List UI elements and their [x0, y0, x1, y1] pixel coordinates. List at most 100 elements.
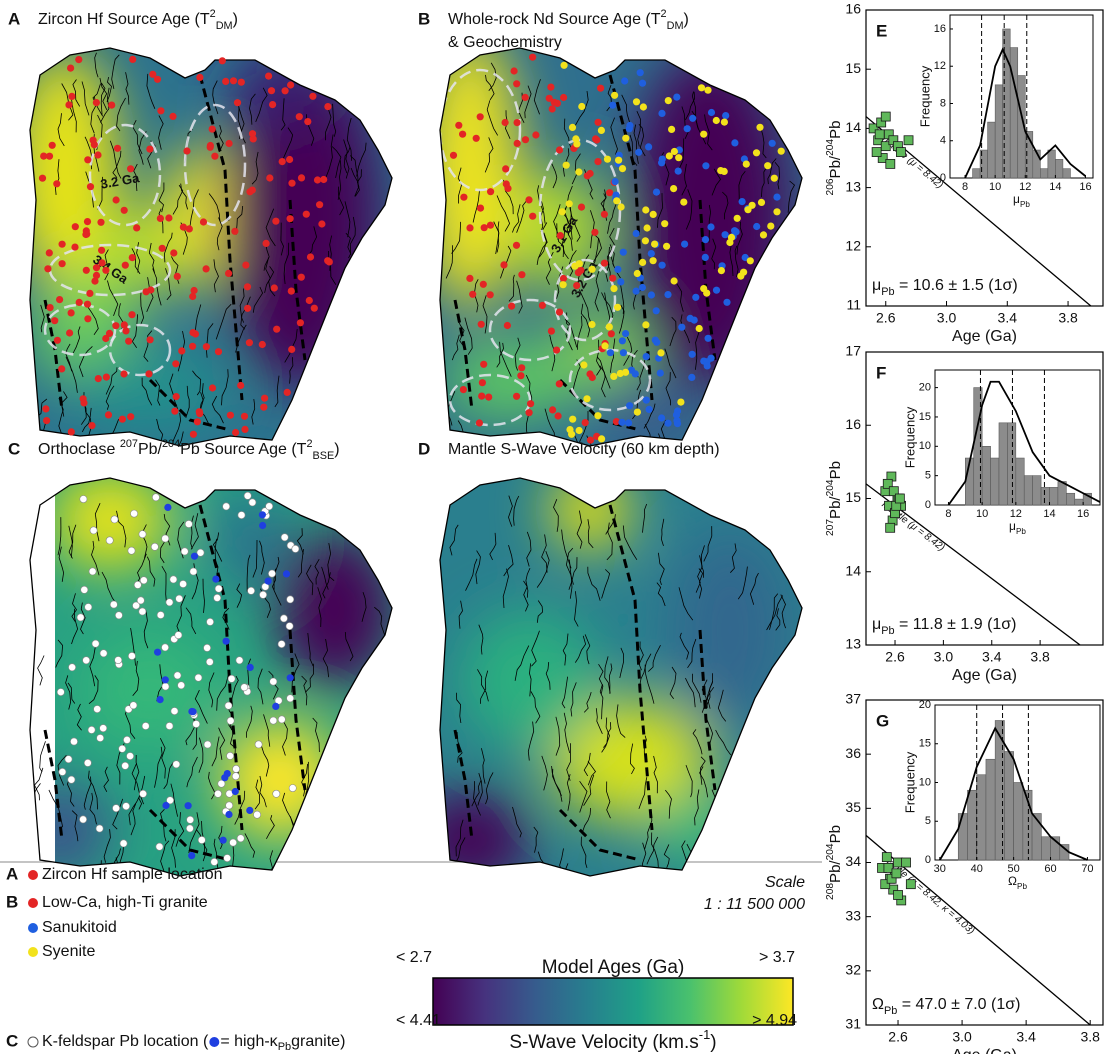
y-tick-label: 13: [845, 636, 861, 652]
fault-line: [458, 600, 463, 629]
fault-line: [685, 764, 693, 798]
sample-dot: [302, 210, 310, 218]
fault-line: [138, 775, 146, 810]
fault-line: [544, 408, 555, 439]
sample-dot: [156, 214, 164, 222]
map-blob: [650, 790, 750, 870]
fault-line: [579, 780, 588, 813]
fault-line: [559, 848, 569, 876]
sample-dot: [196, 548, 205, 557]
colorbar-label: > 4.94: [752, 1012, 797, 1029]
sample-dot: [658, 155, 666, 163]
sample-dot: [565, 200, 573, 208]
fault-line: [208, 672, 215, 708]
fault-line: [266, 814, 275, 839]
sample-dot: [647, 250, 655, 258]
sample-dot: [171, 407, 179, 415]
colorbar-label: < 4.41: [396, 1012, 441, 1029]
sample-dot: [67, 775, 76, 784]
sample-dot: [237, 511, 246, 519]
y-tick-label: 33: [845, 907, 861, 923]
sample-dot: [607, 330, 615, 338]
histogram-bar: [1007, 422, 1017, 506]
histogram-bar: [1032, 149, 1041, 179]
fault-line: [698, 568, 704, 599]
fault-line: [657, 193, 664, 228]
fault-line: [199, 383, 205, 412]
sample-dot: [756, 123, 764, 131]
sample-dot: [146, 336, 154, 344]
data-point: [877, 153, 888, 163]
text-part: 204: [825, 139, 836, 156]
age-contour: [488, 298, 572, 362]
sample-dot: [764, 162, 772, 170]
sample-dot: [64, 755, 73, 764]
sample-dot: [683, 125, 691, 133]
fault-line: [246, 705, 253, 738]
data-point: [882, 478, 893, 489]
fault-line: [551, 163, 558, 189]
fault-line: [475, 550, 481, 585]
sample-dot: [288, 784, 297, 792]
fault-line: [465, 558, 478, 591]
fault-line: [606, 522, 613, 561]
sample-dot: [459, 386, 467, 394]
data-point: [868, 123, 879, 134]
fault-line: [485, 772, 494, 805]
sample-dot: [287, 287, 295, 295]
sample-dot: [560, 61, 568, 69]
fault-line: [620, 283, 625, 314]
sample-dot: [75, 298, 83, 306]
sample-dot: [742, 160, 750, 168]
sample-dot: [609, 274, 617, 282]
fault-line: [679, 632, 690, 660]
fault-line: [212, 532, 223, 562]
fault-line: [218, 727, 226, 760]
sample-dot: [768, 139, 776, 147]
sample-dot: [172, 360, 180, 368]
sample-dot: [53, 336, 62, 344]
fault-line: [111, 54, 120, 89]
legend-key: A: [6, 864, 18, 883]
sample-dot: [38, 174, 47, 182]
sample-dot: [632, 98, 641, 106]
fault-line: [580, 836, 588, 869]
fault-line: [681, 106, 690, 139]
fault-line: [583, 691, 592, 713]
sample-dot: [555, 146, 564, 154]
sample-dot: [118, 744, 127, 753]
histogram-bar: [1023, 475, 1033, 506]
sample-dot: [120, 321, 128, 329]
fault-line: [761, 166, 768, 198]
fault-line: [590, 238, 599, 270]
sample-dot: [205, 657, 214, 666]
histogram-bar: [1074, 498, 1084, 506]
inset-y-tick-label: 5: [925, 815, 931, 827]
sample-dot: [665, 152, 673, 160]
fault-line: [477, 669, 489, 702]
sample-dot: [161, 682, 170, 691]
sample-dot: [105, 329, 114, 337]
sample-dot: [689, 114, 697, 122]
sample-dot: [500, 261, 508, 269]
sample-dot: [240, 412, 249, 420]
legend-marker: [28, 947, 38, 957]
y-tick-label: 37: [845, 691, 861, 707]
sample-dot: [752, 149, 761, 157]
colorbar: [432, 977, 794, 1026]
text-part: Pb: [884, 1005, 897, 1017]
fault-line: [361, 591, 367, 622]
fault-line: [495, 221, 500, 255]
sample-dot: [673, 93, 681, 101]
fault-line: [573, 432, 579, 446]
fault-line: [717, 689, 727, 722]
sample-dot: [189, 329, 197, 337]
age-contour: [440, 68, 522, 192]
sample-dot: [555, 380, 563, 388]
fault-line: [749, 572, 759, 605]
sample-dot: [316, 201, 324, 209]
fault-line: [65, 356, 78, 393]
fault-line: [455, 819, 464, 857]
fault-line: [606, 781, 611, 819]
sample-dot: [222, 77, 230, 85]
